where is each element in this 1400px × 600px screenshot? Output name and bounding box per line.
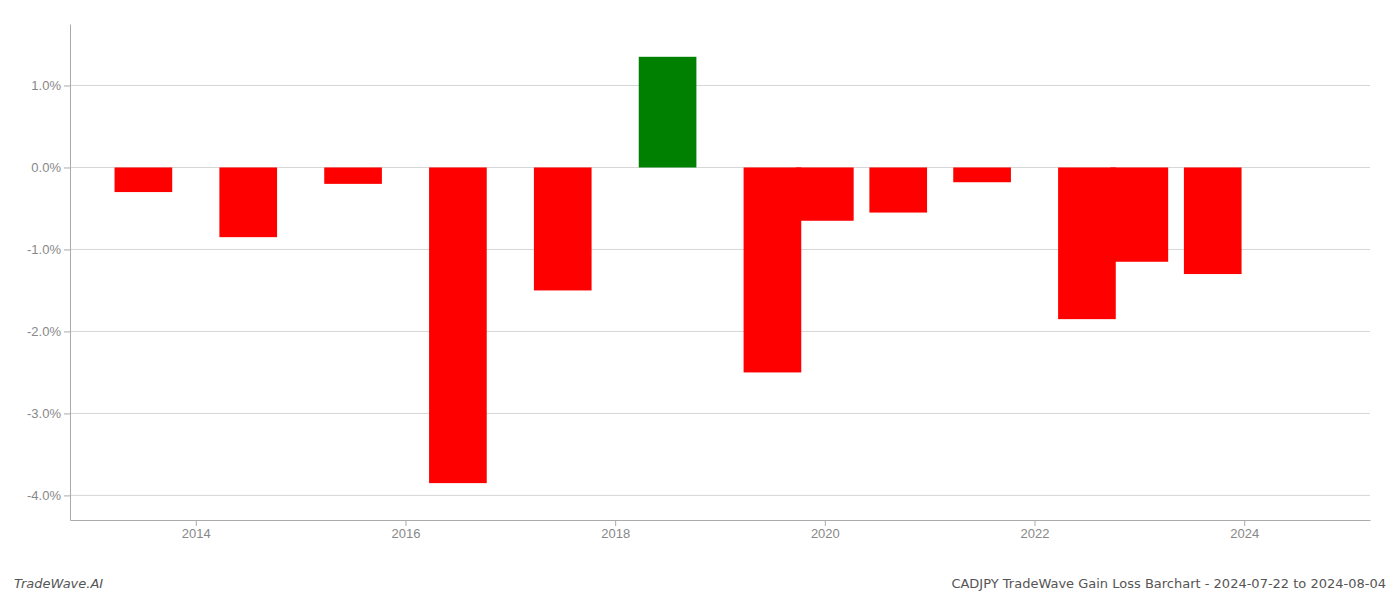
x-tick: 2018 — [601, 520, 630, 541]
x-tick-mark — [825, 520, 826, 526]
bar — [1111, 167, 1169, 261]
y-tick-label: 1.0% — [31, 78, 61, 93]
y-tick-label: 0.0% — [31, 160, 61, 175]
x-tick: 2016 — [392, 520, 421, 541]
y-tick-label: -3.0% — [27, 406, 61, 421]
x-tick-mark — [615, 520, 616, 526]
y-tick: -3.0% — [27, 406, 70, 421]
x-tick-mark — [405, 520, 406, 526]
x-tick: 2020 — [811, 520, 840, 541]
grid — [70, 85, 1370, 495]
x-tick-mark — [1035, 520, 1036, 526]
y-axis-line — [70, 25, 71, 521]
bar — [1184, 167, 1242, 274]
x-tick-mark — [196, 520, 197, 526]
bar — [744, 167, 802, 372]
x-tick-label: 2018 — [601, 526, 630, 541]
x-tick: 2014 — [182, 520, 211, 541]
y-tick-mark — [64, 331, 70, 332]
chart: 201420162018202020222024-4.0%-3.0%-2.0%-… — [0, 0, 1400, 600]
bar — [953, 167, 1011, 182]
y-tick: 1.0% — [31, 78, 70, 93]
grid-line — [70, 249, 1370, 250]
bar — [324, 167, 382, 183]
y-tick: -2.0% — [27, 324, 70, 339]
bar — [639, 57, 697, 168]
y-tick: -1.0% — [27, 242, 70, 257]
x-tick-mark — [1244, 520, 1245, 526]
bar — [219, 167, 277, 237]
y-axis: -4.0% -3.0% -2.0% -1.0% 0.0% 1.0% — [27, 25, 70, 521]
x-axis: 2014 2016 2018 2020 2022 2024 — [71, 520, 1371, 541]
footer-left: TradeWave.AI — [14, 576, 103, 591]
y-tick-mark — [64, 495, 70, 496]
bar — [796, 167, 854, 220]
y-tick: -4.0% — [27, 488, 70, 503]
y-tick-mark — [64, 249, 70, 250]
x-tick-label: 2020 — [811, 526, 840, 541]
footer-right: CADJPY TradeWave Gain Loss Barchart - 20… — [951, 576, 1386, 591]
x-tick-label: 2014 — [182, 526, 211, 541]
bar — [115, 167, 173, 192]
grid-line — [70, 85, 1370, 86]
plot: 201420162018202020222024-4.0%-3.0%-2.0%-… — [27, 25, 1370, 542]
y-tick: 0.0% — [31, 160, 70, 175]
y-tick-label: -1.0% — [27, 242, 61, 257]
bar — [534, 167, 592, 290]
y-tick-mark — [64, 85, 70, 86]
x-tick: 2024 — [1230, 520, 1259, 541]
bars — [115, 57, 1242, 483]
x-axis-line — [71, 520, 1371, 521]
x-tick: 2022 — [1021, 520, 1050, 541]
grid-line — [70, 331, 1370, 332]
x-tick-label: 2022 — [1021, 526, 1050, 541]
y-tick-mark — [64, 413, 70, 414]
bar — [1058, 167, 1116, 319]
y-tick-mark — [64, 167, 70, 168]
grid-line — [70, 413, 1370, 414]
y-tick-label: -4.0% — [27, 488, 61, 503]
x-tick-label: 2024 — [1230, 526, 1259, 541]
x-tick-label: 2016 — [392, 526, 421, 541]
bar — [429, 167, 487, 483]
grid-line — [70, 495, 1370, 496]
y-tick-label: -2.0% — [27, 324, 61, 339]
bar — [869, 167, 927, 212]
